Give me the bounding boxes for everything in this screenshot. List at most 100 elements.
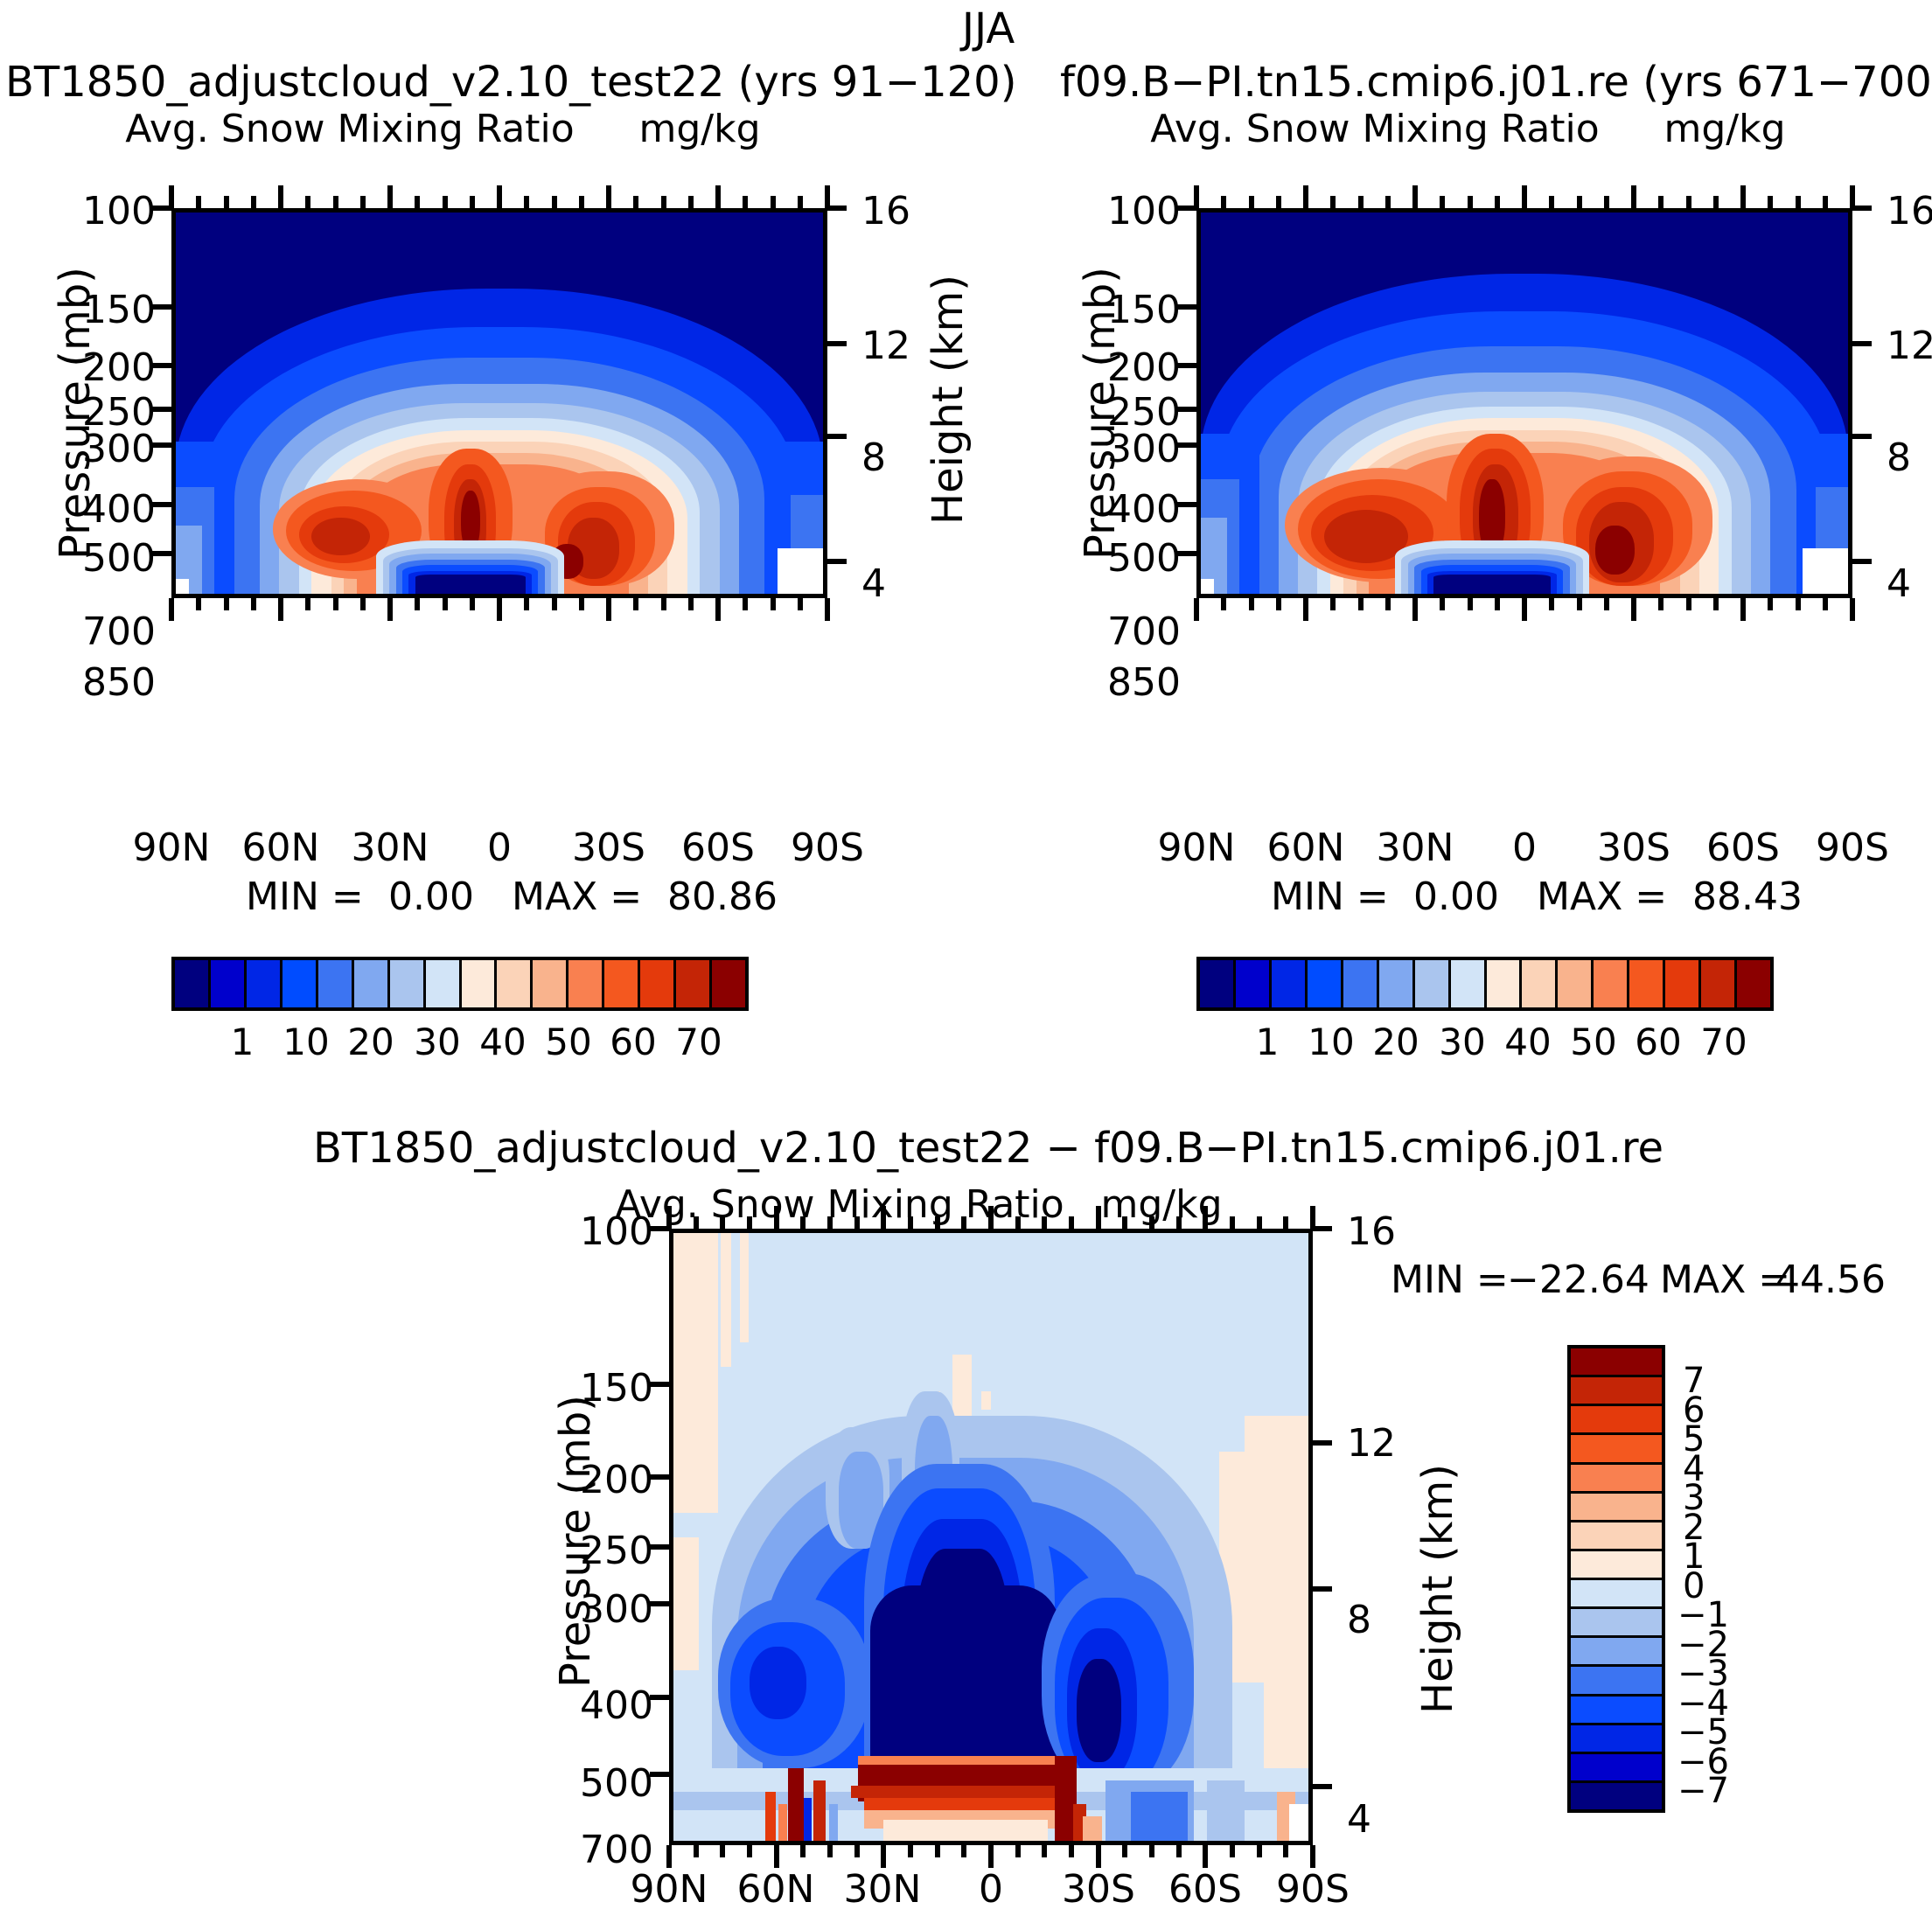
axis-tick: [359, 598, 366, 610]
height-tick-label: 12: [1887, 324, 1932, 368]
lat-tick-label: 60S: [1706, 826, 1780, 870]
colorbar-tick-label: −6: [1677, 1742, 1729, 1782]
axis-tick: [332, 598, 338, 610]
pressure-tick-label: 150: [580, 1366, 653, 1411]
colorbar-swatch-2: [246, 960, 282, 1007]
axis-tick: [650, 1474, 669, 1481]
axis-tick: [1149, 1845, 1154, 1857]
panel-right-y-axis-title: Pressure (mb): [1076, 267, 1125, 560]
axis-tick: [1256, 1845, 1262, 1857]
axis-tick: [606, 598, 611, 621]
panel-difference-y2-axis-title: Height (km): [1413, 1464, 1462, 1714]
colorbar-swatch-1: [1571, 1377, 1662, 1407]
colorbar-tick-label: 5: [1683, 1419, 1705, 1460]
lat-tick-label: 30N: [351, 826, 429, 870]
colorbar-tick-label: −7: [1677, 1771, 1729, 1811]
pressure-tick-label: 700: [82, 610, 156, 654]
axis-tick: [770, 196, 776, 208]
axis-tick: [1440, 196, 1446, 208]
axis-tick: [1549, 196, 1555, 208]
axis-tick: [1015, 1216, 1021, 1229]
panel-difference-colorbar[interactable]: [1567, 1345, 1665, 1813]
colorbar-tick-label: 70: [1700, 1021, 1747, 1063]
axis-tick: [660, 598, 666, 610]
axis-tick: [1095, 1206, 1101, 1229]
axis-tick: [650, 1694, 669, 1700]
axis-tick: [359, 196, 366, 208]
axis-tick: [720, 1216, 726, 1229]
colorbar-swatch-14: [676, 960, 713, 1007]
axis-tick: [827, 340, 847, 346]
panel-left-variable-label: Avg. Snow Mixing Ratio: [125, 107, 575, 151]
figure-super-title: JJA: [961, 4, 1015, 53]
axis-tick: [1310, 1845, 1315, 1868]
pressure-tick-label: 850: [82, 660, 156, 705]
pressure-tick-label: 100: [82, 189, 156, 233]
axis-tick: [578, 598, 584, 610]
colorbar-swatch-12: [604, 960, 641, 1007]
axis-tick: [773, 1845, 779, 1868]
height-tick-label: 16: [1347, 1209, 1396, 1254]
axis-tick: [1712, 598, 1719, 610]
pressure-tick-label: 850: [1107, 660, 1181, 705]
panel-right-plot-frame: [1196, 208, 1852, 598]
axis-tick: [1330, 598, 1336, 610]
axis-tick: [1175, 1216, 1182, 1229]
panel-difference-plot-frame: [669, 1229, 1313, 1845]
axis-tick: [524, 196, 530, 208]
axis-tick: [469, 196, 475, 208]
colorbar-tick-label: 0: [1683, 1566, 1705, 1606]
colorbar-swatch-14: [1701, 960, 1738, 1007]
axis-tick: [278, 598, 283, 621]
axis-tick: [1549, 598, 1555, 610]
axis-tick: [1412, 598, 1418, 621]
panel-left-max-label: MAX =: [512, 874, 643, 919]
height-tick-label: 8: [1887, 435, 1911, 480]
height-tick-label: 8: [861, 435, 886, 480]
axis-tick: [666, 1206, 672, 1229]
colorbar-tick-label: 1: [1683, 1536, 1705, 1577]
lat-tick-label: 30N: [1376, 826, 1454, 870]
panel-left-colorbar[interactable]: [171, 957, 749, 1011]
axis-tick: [934, 1216, 940, 1229]
axis-tick: [1822, 196, 1828, 208]
axis-tick: [743, 196, 749, 208]
lat-tick-label: 90N: [630, 1867, 708, 1912]
colorbar-swatch-7: [1571, 1550, 1662, 1580]
axis-tick: [442, 598, 448, 610]
axis-tick: [650, 1226, 669, 1231]
lat-tick-label: 90S: [1816, 826, 1889, 870]
pressure-tick-label: 300: [580, 1587, 653, 1632]
axis-tick: [1069, 1216, 1074, 1229]
axis-tick: [1177, 442, 1196, 449]
panel-right-colorbar[interactable]: [1196, 957, 1774, 1011]
colorbar-swatch-0: [175, 960, 211, 1007]
axis-tick: [1412, 185, 1418, 208]
axis-tick: [908, 1845, 913, 1857]
panel-right-min-label: MIN =: [1271, 874, 1389, 919]
axis-tick: [1230, 1216, 1235, 1229]
axis-tick: [747, 1845, 752, 1857]
lat-tick-label: 90S: [1276, 1867, 1350, 1912]
axis-tick: [1256, 1216, 1262, 1229]
colorbar-swatch-2: [1271, 960, 1308, 1007]
colorbar-swatch-15: [1571, 1782, 1662, 1809]
axis-tick: [1631, 185, 1636, 208]
lat-tick-label: 60N: [736, 1867, 815, 1912]
pressure-tick-label: 250: [82, 390, 156, 435]
colorbar-swatch-11: [568, 960, 605, 1007]
colorbar-swatch-15: [712, 960, 745, 1007]
colorbar-swatch-9: [1522, 960, 1559, 1007]
axis-tick: [152, 442, 171, 449]
colorbar-tick-label: 1: [1255, 1021, 1280, 1063]
colorbar-swatch-15: [1737, 960, 1770, 1007]
pressure-tick-label: 200: [1107, 345, 1181, 390]
axis-tick: [1357, 598, 1364, 610]
axis-tick: [881, 1845, 887, 1868]
pressure-tick-label: 500: [580, 1761, 653, 1806]
axis-tick: [551, 598, 557, 610]
axis-tick: [169, 598, 174, 621]
axis-tick: [800, 1216, 806, 1229]
colorbar-swatch-0: [1571, 1348, 1662, 1378]
axis-tick: [1522, 598, 1527, 621]
